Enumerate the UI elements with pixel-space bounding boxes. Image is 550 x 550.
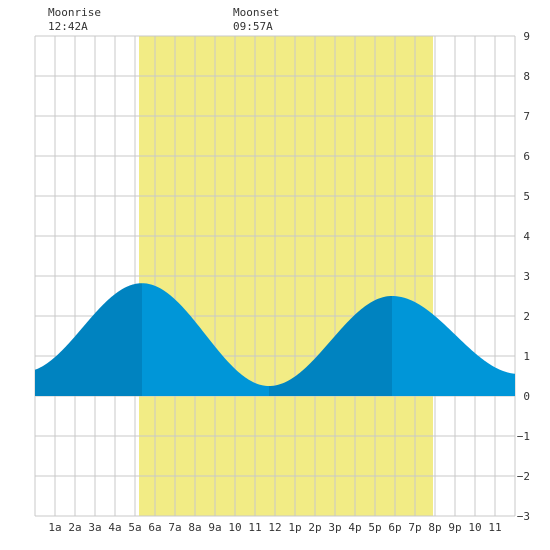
- x-tick-label: 10: [468, 521, 481, 534]
- x-tick-label: 9a: [208, 521, 221, 534]
- x-tick-label: 1a: [48, 521, 61, 534]
- tide-area: [35, 283, 515, 396]
- y-tick-label: −1: [517, 430, 530, 443]
- x-tick-label: 8a: [188, 521, 201, 534]
- x-tick-label: 3p: [328, 521, 341, 534]
- y-tick-label: 3: [523, 270, 530, 283]
- x-tick-label: 11: [488, 521, 501, 534]
- x-tick-label: 2p: [308, 521, 321, 534]
- x-tick-label: 12: [268, 521, 281, 534]
- x-tick-label: 6a: [148, 521, 161, 534]
- x-tick-label: 4a: [108, 521, 121, 534]
- tide-falling-area: [142, 283, 269, 396]
- tide-rising-area: [269, 296, 392, 396]
- y-tick-label: 6: [523, 150, 530, 163]
- moonset-label: Moonset: [233, 6, 279, 19]
- y-tick-label: 9: [523, 30, 530, 43]
- x-tick-label: 10: [228, 521, 241, 534]
- x-axis-ticks: 1a 2a 3a 4a 5a 6a 7a 8a 9a 10 11 12 1p 2p 3p 4p 5p 6p 7p 8p…: [48, 521, 501, 534]
- tide-rising-area: [35, 283, 142, 396]
- x-tick-label: 7a: [168, 521, 181, 534]
- x-tick-label: 5a: [128, 521, 141, 534]
- y-tick-label: 4: [523, 230, 530, 243]
- x-tick-label: 11: [248, 521, 261, 534]
- y-tick-label: −3: [517, 510, 530, 523]
- x-tick-label: 7p: [408, 521, 421, 534]
- y-tick-label: 5: [523, 190, 530, 203]
- y-axis-ticks: 9 8 7 6 5 4 3 2 1 0 −1 −2 −3: [517, 30, 531, 523]
- x-tick-label: 6p: [388, 521, 401, 534]
- tide-falling-area: [392, 296, 515, 396]
- x-tick-label: 8p: [428, 521, 441, 534]
- y-tick-label: 8: [523, 70, 530, 83]
- moonset-time: 09:57A: [233, 20, 273, 33]
- y-tick-label: 7: [523, 110, 530, 123]
- x-tick-label: 2a: [68, 521, 81, 534]
- y-tick-label: 1: [523, 350, 530, 363]
- y-tick-label: 2: [523, 310, 530, 323]
- x-tick-label: 1p: [288, 521, 301, 534]
- moonrise-time: 12:42A: [48, 20, 88, 33]
- x-tick-label: 9p: [448, 521, 461, 534]
- x-tick-label: 4p: [348, 521, 361, 534]
- y-tick-label: 0: [523, 390, 530, 403]
- x-tick-label: 5p: [368, 521, 381, 534]
- y-tick-label: −2: [517, 470, 530, 483]
- chart-grid: [34, 35, 516, 517]
- moonrise-label: Moonrise: [48, 6, 101, 19]
- x-tick-label: 3a: [88, 521, 101, 534]
